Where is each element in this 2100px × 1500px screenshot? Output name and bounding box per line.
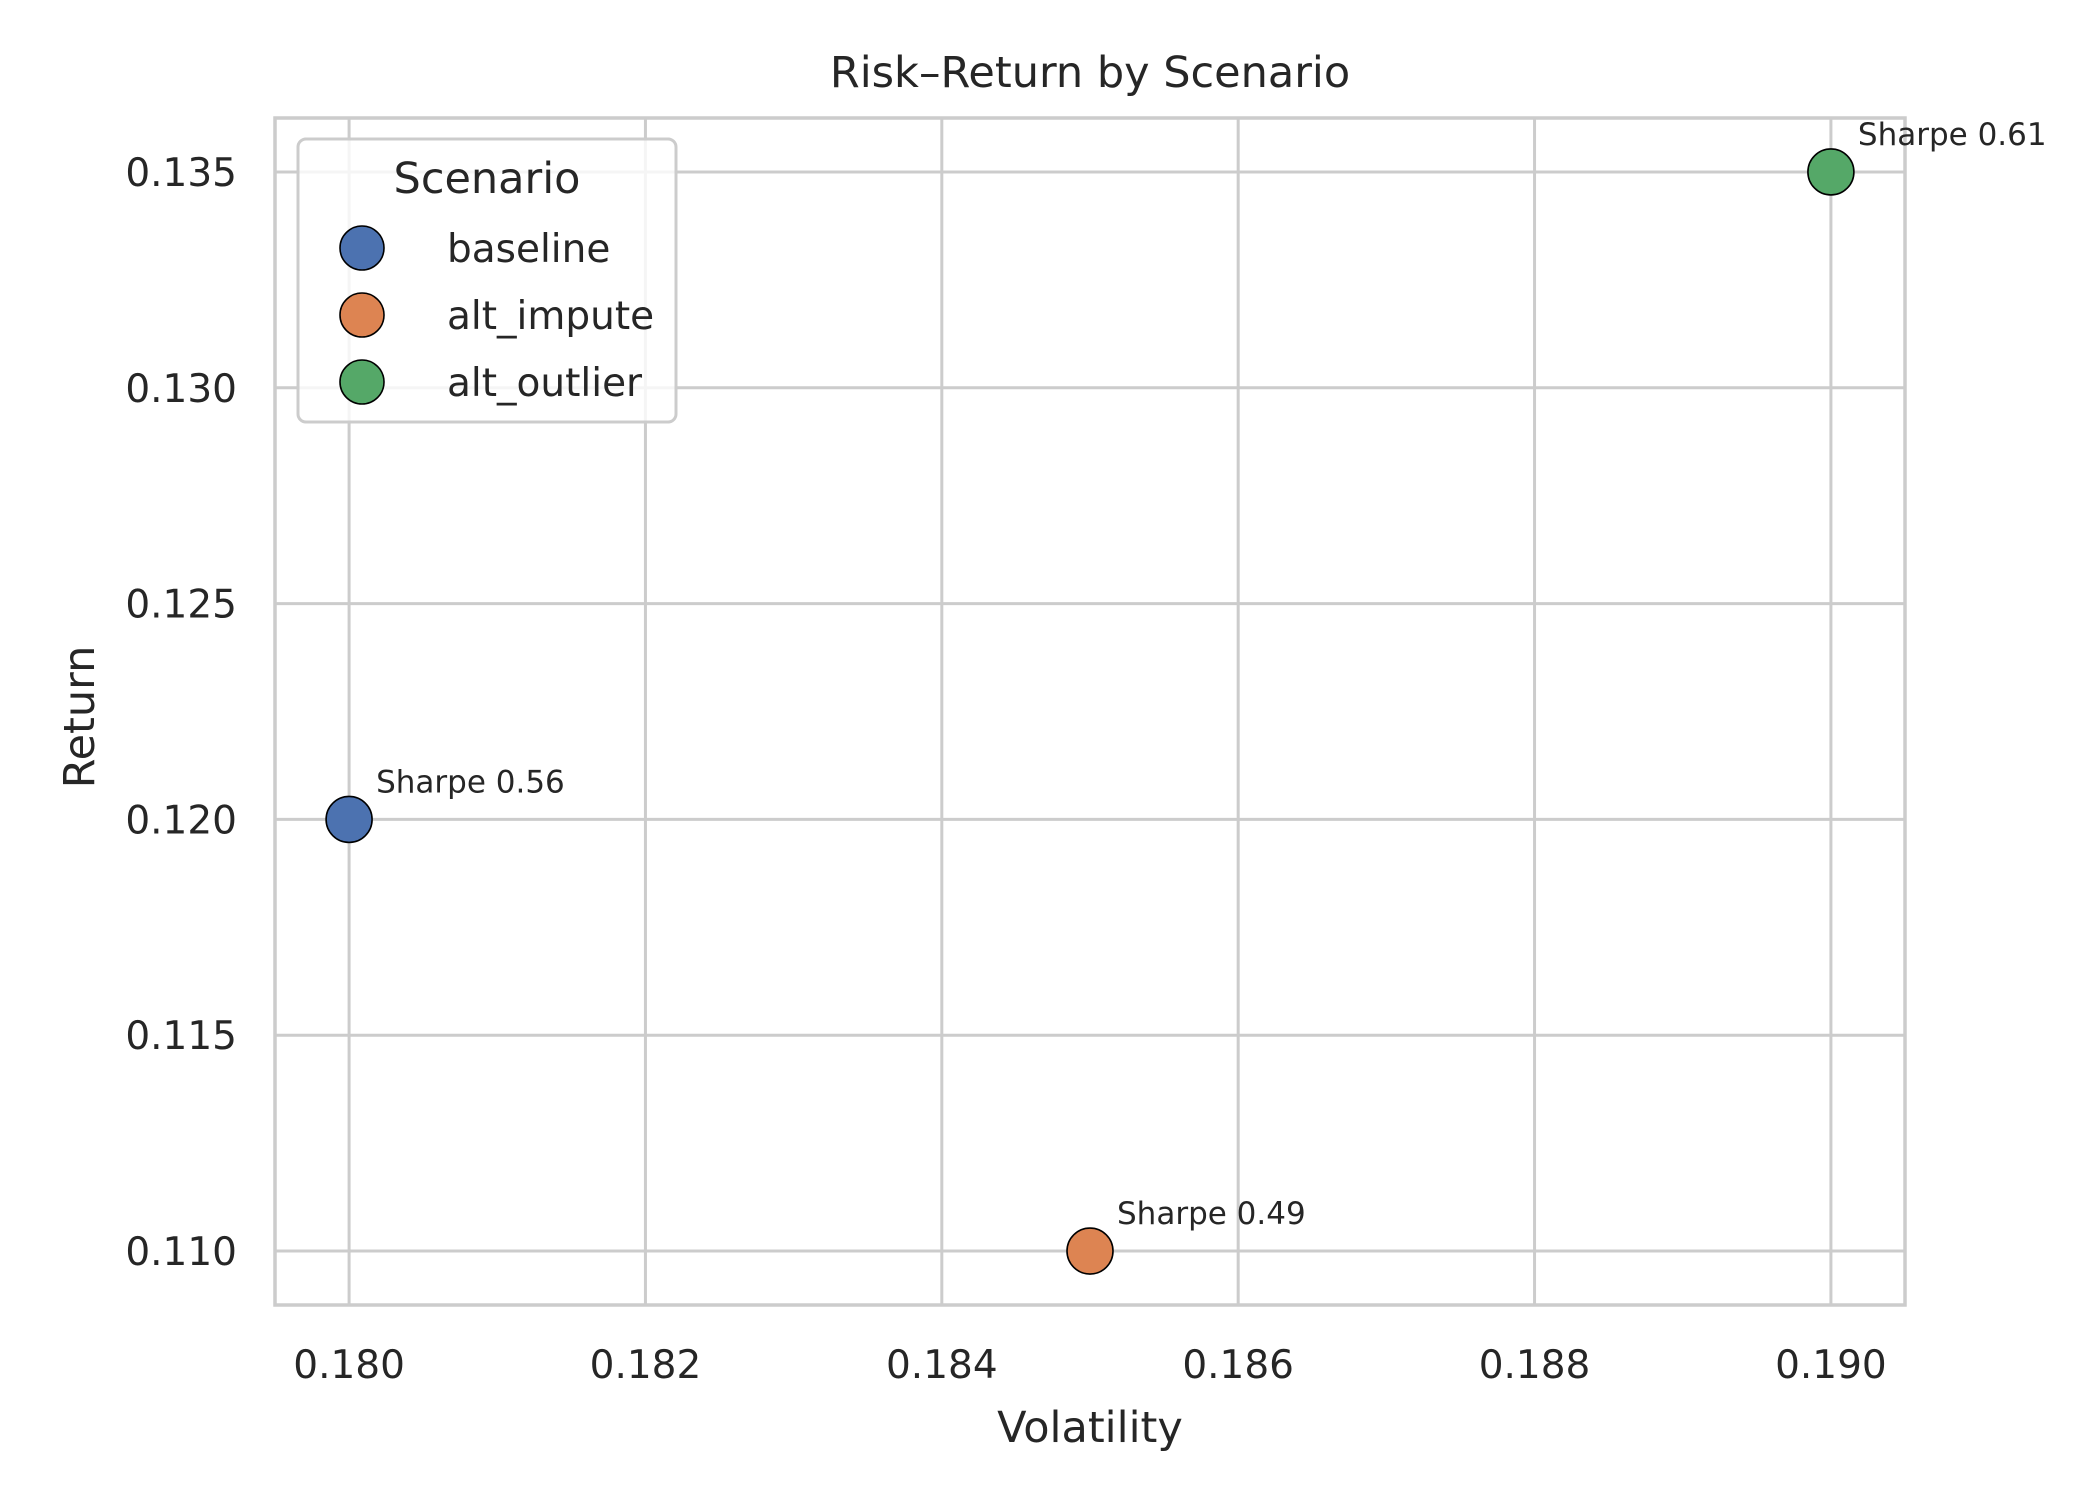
x-tick-label: 0.190 (1775, 1343, 1887, 1388)
legend-label-baseline: baseline (447, 227, 610, 272)
legend-label-alt_outlier: alt_outlier (447, 361, 643, 406)
y-tick-label: 0.115 (125, 1014, 237, 1059)
point-annotations: Sharpe 0.56 Sharpe 0.49 Sharpe 0.61 (376, 117, 2047, 1232)
x-axis-label: Volatility (997, 1403, 1183, 1453)
x-tick-label: 0.182 (590, 1343, 702, 1388)
legend-marker-baseline (339, 225, 385, 271)
legend-marker-alt_impute (339, 292, 385, 338)
scatter-point-baseline (325, 795, 373, 844)
x-axis-ticks: 0.180 0.182 0.184 0.186 0.188 0.190 (293, 1343, 1886, 1388)
data-points (325, 148, 1855, 1275)
y-tick-label: 0.130 (125, 367, 237, 412)
y-axis-label: Return (55, 646, 105, 789)
annotation-alt_impute: Sharpe 0.49 (1117, 1196, 1306, 1232)
legend: Scenario baseline alt_impute alt_outlier (296, 137, 678, 424)
legend-marker-alt_outlier (339, 359, 385, 405)
legend-box (296, 137, 678, 424)
legend-items: baseline alt_impute alt_outlier (339, 225, 654, 406)
x-tick-label: 0.188 (1479, 1343, 1591, 1388)
annotation-alt_outlier: Sharpe 0.61 (1858, 117, 2047, 153)
legend-title: Scenario (394, 154, 581, 204)
plot-frame (273, 116, 1907, 1307)
scatter-point-alt_impute (1066, 1227, 1114, 1275)
x-tick-label: 0.184 (886, 1343, 998, 1388)
y-tick-label: 0.110 (125, 1230, 237, 1275)
annotation-baseline: Sharpe 0.56 (376, 764, 565, 800)
y-tick-label: 0.120 (125, 798, 237, 843)
y-tick-label: 0.135 (125, 151, 237, 196)
scatter-point-alt_outlier (1807, 148, 1855, 196)
y-axis-ticks: 0.110 0.115 0.120 0.125 0.130 0.135 (125, 151, 237, 1275)
y-tick-label: 0.125 (125, 583, 237, 628)
chart-title: Risk–Return by Scenario (830, 48, 1350, 98)
x-tick-label: 0.180 (293, 1343, 405, 1388)
legend-label-alt_impute: alt_impute (447, 294, 654, 339)
x-tick-label: 0.186 (1182, 1343, 1294, 1388)
